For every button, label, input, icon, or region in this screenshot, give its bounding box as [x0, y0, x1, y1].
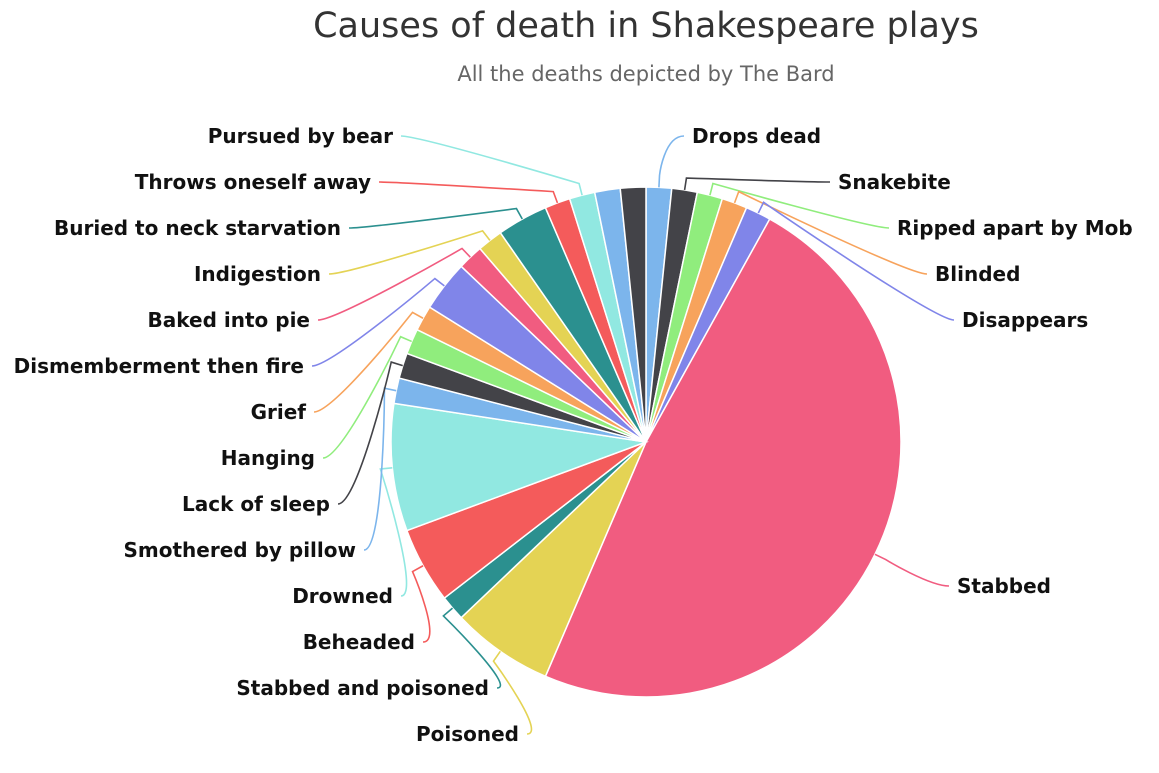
connector-line-indigestion [328, 229, 491, 275]
slice-label-hanging: Hanging [221, 446, 315, 470]
connector-line-baked-into-pie [317, 247, 471, 321]
connector-line-snakebite [683, 177, 831, 191]
connector-line-poisoned [492, 650, 533, 735]
slice-label-dismemberment-then-fire: Dismemberment then fire [14, 354, 304, 378]
slice-label-drops-dead: Drops dead [692, 124, 821, 148]
connector-line-stabbed [874, 553, 950, 587]
connector-line-pursued-by-bear [400, 135, 583, 196]
connector-line-dismemberment-then-fire [311, 277, 445, 367]
slice-label-disappears: Disappears [962, 308, 1088, 332]
pie-slice-drowned[interactable] [390, 402, 649, 532]
connector-line-ripped-apart-by-mob [709, 182, 890, 229]
connector-line-throws-oneself-away [378, 181, 559, 204]
slice-label-throws-oneself-away: Throws oneself away [135, 170, 371, 194]
slice-label-pursued-by-bear: Pursued by bear [208, 124, 393, 148]
slice-label-drowned: Drowned [292, 584, 393, 608]
slice-label-grief: Grief [251, 400, 307, 424]
connector-line-blinded [733, 190, 928, 275]
connector-line-lack-of-sleep [337, 361, 403, 505]
slice-label-smothered-by-pillow: Smothered by pillow [124, 538, 356, 562]
chart-title: Causes of death in Shakespeare plays [313, 6, 979, 46]
slice-label-stabbed: Stabbed [957, 574, 1051, 598]
connector-line-drops-dead [658, 135, 685, 188]
slice-label-snakebite: Snakebite [838, 170, 951, 194]
pie-slice-21[interactable] [619, 186, 647, 443]
slice-label-buried-to-neck-starvation: Buried to neck starvation [54, 216, 341, 240]
slice-label-beheaded: Beheaded [303, 630, 415, 654]
slice-label-ripped-apart-by-mob: Ripped apart by Mob [897, 216, 1133, 240]
connector-line-beheaded [411, 565, 431, 643]
slice-label-blinded: Blinded [935, 262, 1020, 286]
chart-subtitle: All the deaths depicted by The Bard [457, 62, 835, 86]
slice-label-indigestion: Indigestion [194, 262, 321, 286]
slice-label-poisoned: Poisoned [416, 722, 519, 746]
slice-label-lack-of-sleep: Lack of sleep [182, 492, 330, 516]
connector-line-stabbed-and-poisoned [442, 607, 501, 689]
connector-line-drowned [379, 467, 408, 597]
slice-label-stabbed-and-poisoned: Stabbed and poisoned [236, 676, 489, 700]
connector-line-buried-to-neck-starvation [348, 207, 523, 229]
connector-line-disappears [757, 201, 955, 321]
pie-slice-stabbed[interactable] [544, 218, 902, 698]
connector-line-grief [313, 311, 424, 413]
slice-label-baked-into-pie: Baked into pie [148, 308, 310, 332]
connector-line-hanging [322, 335, 412, 459]
